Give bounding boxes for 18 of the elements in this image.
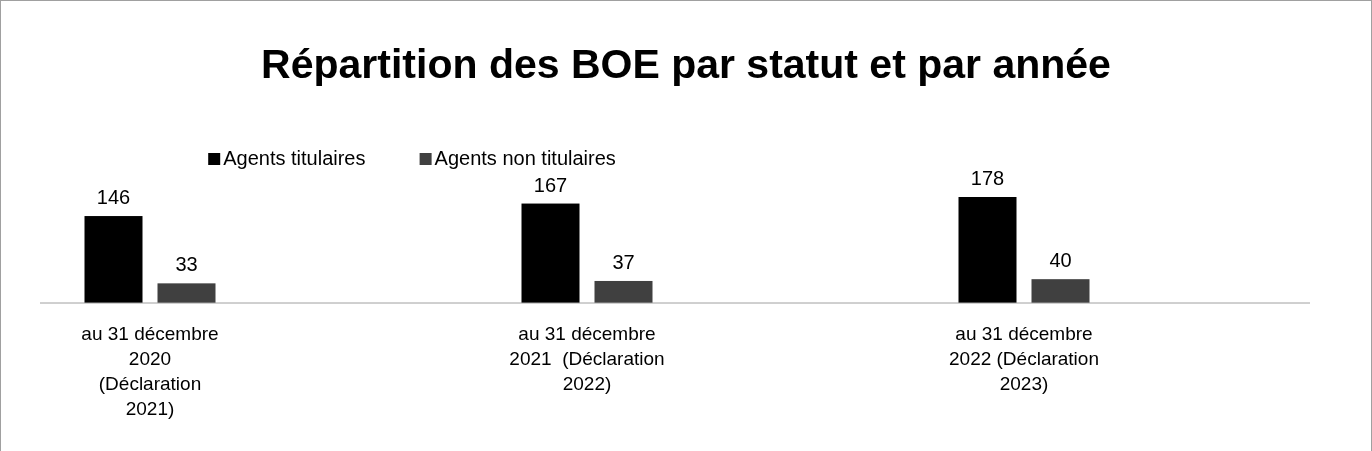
data-label: 37 <box>612 250 635 273</box>
x-tick-label: au 31 décembre 2021 (Déclaration 2022) <box>509 323 665 394</box>
chart-title: Répartition des BOE par statut et par année <box>261 41 1111 87</box>
legend-label: Agents titulaires <box>223 147 366 169</box>
legend-label: Agents non titulaires <box>434 147 616 169</box>
data-label: 40 <box>1049 249 1072 272</box>
bar <box>84 216 143 303</box>
data-label: 178 <box>970 167 1005 189</box>
data-label: 33 <box>175 253 198 276</box>
bar <box>958 197 1017 303</box>
bar <box>521 203 580 303</box>
bar <box>594 280 653 303</box>
x-tick-label: au 31 décembre 2022 (Déclaration 2023) <box>949 323 1099 394</box>
x-tick-label: au 31 décembre 2020 (Déclaration 2021) <box>81 323 219 419</box>
data-label: 167 <box>533 173 568 196</box>
bar <box>157 283 216 303</box>
bar <box>1031 279 1090 303</box>
data-label: 146 <box>96 186 131 209</box>
